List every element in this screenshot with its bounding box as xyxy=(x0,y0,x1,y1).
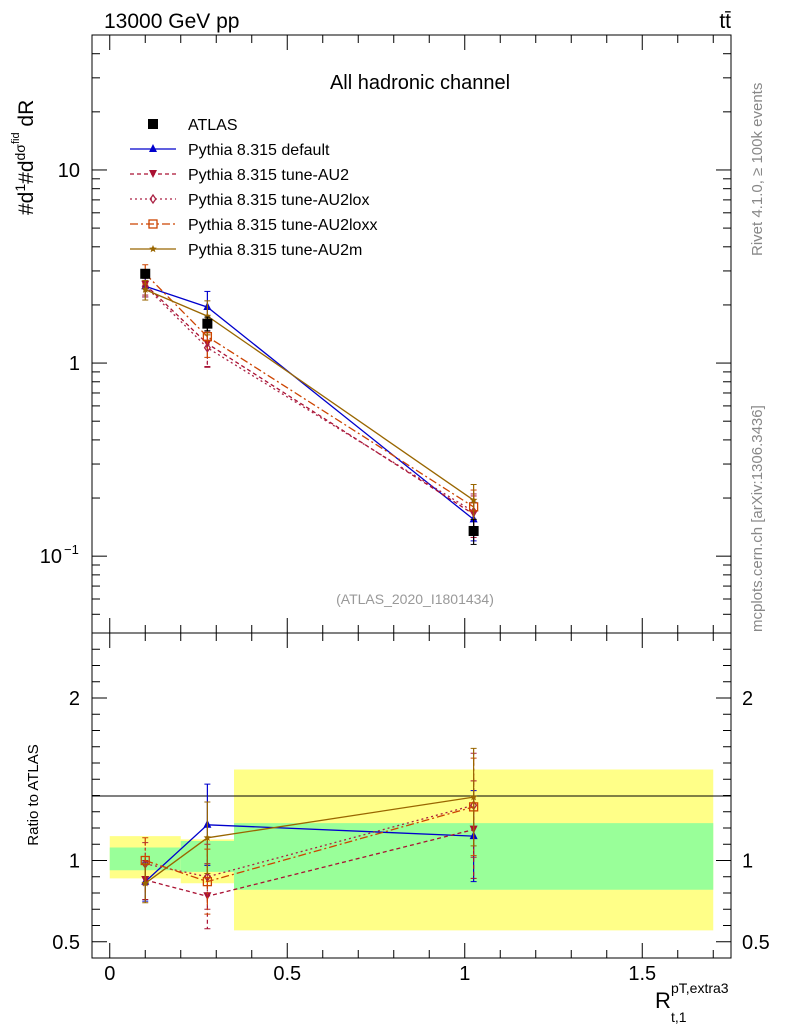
marker xyxy=(148,119,158,129)
ratio-panel: 0.5 0.5 1 1 2 2 0 0.5 1 1.5 Ratio to ATLAS xyxy=(25,632,770,985)
main-series-layer xyxy=(140,264,479,545)
series-line xyxy=(144,273,474,508)
marker xyxy=(469,496,478,504)
main-ylabel: #d1#ddσfid dR xyxy=(10,100,38,215)
legend-label: Pythia 8.315 tune-AU2m xyxy=(188,242,362,259)
legend-entry: Pythia 8.315 default xyxy=(130,142,330,159)
rivet-label: Rivet 4.1.0, ≥ 100k events xyxy=(749,83,766,256)
ratio-y-tick-label-right: 1 xyxy=(742,851,753,873)
marker xyxy=(141,879,150,887)
x-tick-label: 0.5 xyxy=(273,963,301,985)
marker xyxy=(469,793,478,801)
ratio-y-tick-label-left: 2 xyxy=(69,688,80,710)
legend-label: ATLAS xyxy=(188,117,238,134)
marker xyxy=(140,268,151,279)
legend-entry: Pythia 8.315 tune-AU2m xyxy=(130,242,362,259)
marker xyxy=(203,833,212,841)
ratio-y-tick-label-right: 2 xyxy=(742,688,753,710)
xlabel-sup: pT,extra3 xyxy=(671,980,729,996)
series-pythia-8-315-tune-au2lox xyxy=(141,276,478,535)
ratio-axis-ticks: 0.5 0.5 1 1 2 2 0 0.5 1 1.5 xyxy=(52,633,770,985)
legend-entry: Pythia 8.315 tune-AU2 xyxy=(130,167,349,184)
series-line xyxy=(145,289,474,501)
marker xyxy=(148,219,158,229)
x-tick-label: 0 xyxy=(104,963,115,985)
legend-entry: Pythia 8.315 tune-AU2lox xyxy=(130,192,369,209)
marker xyxy=(203,871,211,882)
ratio-bands xyxy=(109,769,714,931)
mcplots-label: mcplots.cern.ch [arXiv:1306.3436] xyxy=(749,405,766,632)
marker xyxy=(149,170,157,178)
energy-label: 13000 GeV pp xyxy=(104,10,239,33)
y-tick-label: 10 xyxy=(58,160,80,182)
series-line xyxy=(145,285,475,520)
marker xyxy=(149,245,157,253)
legend: ATLAS Pythia 8.315 default Pythia 8.315 tu… xyxy=(130,117,377,259)
ratio-ylabel: Ratio to ATLAS xyxy=(25,744,42,845)
analysis-id: (ATLAS_2020_I1801434) xyxy=(336,591,494,607)
ratio-y-tick-label-left: 1 xyxy=(69,851,80,873)
main-ylabel-text: #d1#ddσfid dR xyxy=(10,100,38,215)
ratio-y-tick-label-left: 0.5 xyxy=(52,932,80,954)
marker xyxy=(149,193,157,205)
series-pythia-8-315-tune-au2 xyxy=(141,274,478,538)
marker xyxy=(202,318,213,329)
marker xyxy=(141,285,150,293)
marker xyxy=(202,876,213,887)
x-axis-label: R t,1 pT,extra3 xyxy=(655,980,729,1025)
series-pythia-8-315-tune-au2loxx xyxy=(140,264,479,529)
y-tick-label: 10 xyxy=(40,546,62,568)
ratio-y-tick-label-right: 0.5 xyxy=(742,932,770,954)
x-tick-label: 1 xyxy=(459,963,470,985)
legend-label: Pythia 8.315 tune-AU2 xyxy=(188,167,349,184)
legend-entry: ATLAS xyxy=(148,117,238,134)
process-label: tt̄ xyxy=(719,10,731,33)
y-tick-label: 1 xyxy=(69,353,80,375)
ratio-series-layer xyxy=(140,747,479,930)
legend-entry: Pythia 8.315 tune-AU2loxx xyxy=(130,217,377,234)
xlabel-sub: t,1 xyxy=(671,1009,687,1024)
legend-label: Pythia 8.315 tune-AU2lox xyxy=(188,192,369,209)
series-atlas xyxy=(140,268,479,545)
legend-label: Pythia 8.315 default xyxy=(188,142,330,159)
marker xyxy=(203,342,211,353)
y-tick-label-exponent: −1 xyxy=(64,542,79,557)
series-line xyxy=(144,285,474,513)
marker xyxy=(468,525,479,536)
x-tick-label: 1.5 xyxy=(628,963,656,985)
xlabel-main: R xyxy=(655,988,671,1013)
legend-label: Pythia 8.315 tune-AU2loxx xyxy=(188,217,377,234)
ratio-series-pythia-8-315-tune-au2m xyxy=(141,747,478,904)
chart-title: All hadronic channel xyxy=(330,72,510,94)
marker xyxy=(149,144,157,152)
